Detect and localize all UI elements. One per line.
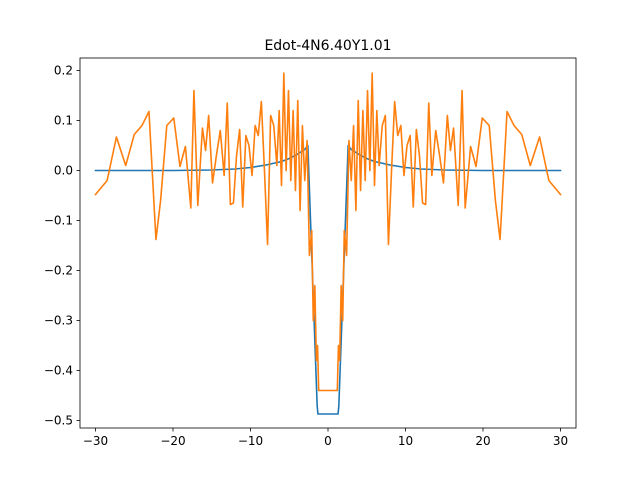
series-line-1: [94, 144, 562, 415]
x-tick-label: 10: [398, 434, 413, 448]
x-tick-label: −10: [238, 434, 263, 448]
y-tick-label: −0.1: [44, 214, 73, 228]
x-tick-label: 0: [324, 434, 332, 448]
chart-title: Edot-4N6.40Y1.01: [264, 38, 391, 54]
x-axis: −30 −20 −10 0 10 20 30: [83, 428, 568, 448]
y-tick-label: 0.2: [54, 64, 73, 78]
x-tick-label: 30: [553, 434, 568, 448]
x-tick-label: −30: [83, 434, 108, 448]
x-tick-label: −20: [160, 434, 185, 448]
y-tick-label: −0.2: [44, 264, 73, 278]
y-tick-label: −0.5: [44, 414, 73, 428]
y-tick-label: 0.0: [54, 164, 73, 178]
y-tick-label: −0.4: [44, 364, 73, 378]
series-layer: [94, 72, 562, 415]
series-line-2: [94, 72, 562, 392]
y-tick-label: −0.3: [44, 314, 73, 328]
x-tick-label: 20: [475, 434, 490, 448]
y-tick-label: 0.1: [54, 114, 73, 128]
y-axis: −0.5 −0.4 −0.3 −0.2 −0.1 0.0 0.1 0.2: [44, 64, 80, 428]
